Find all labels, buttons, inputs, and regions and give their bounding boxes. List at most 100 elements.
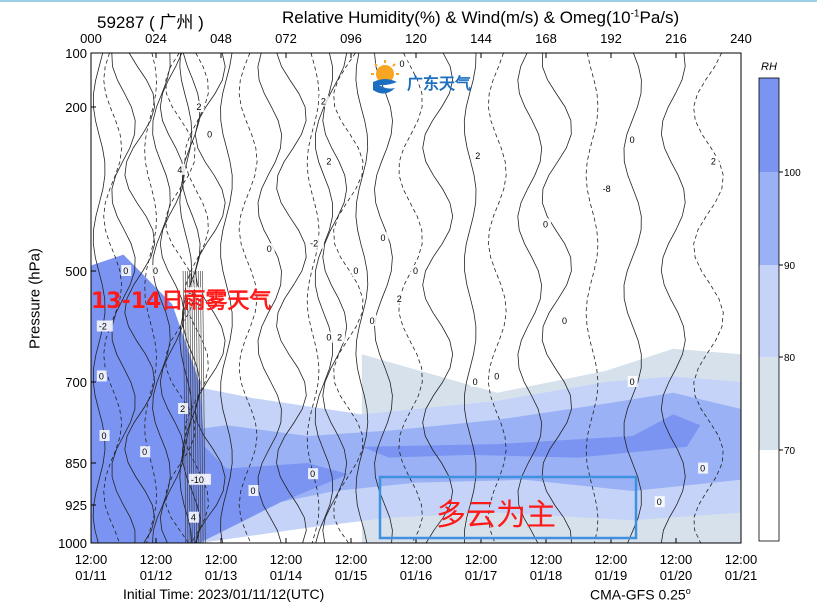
omega-contour-line bbox=[124, 53, 156, 543]
contour-label-text: 2 bbox=[326, 157, 331, 167]
x-bottom-date-label: 01/14 bbox=[270, 568, 303, 583]
contour-label-text: 4 bbox=[191, 513, 196, 523]
omega-contour-line bbox=[103, 53, 123, 543]
omega-contour-line bbox=[355, 53, 369, 543]
model-name: CMA-GFS 0.25 bbox=[590, 586, 686, 603]
contour-value-label: 0 bbox=[541, 218, 551, 230]
contour-label-bg bbox=[473, 150, 484, 162]
omega-contour-line bbox=[333, 53, 364, 543]
contour-label-bg bbox=[378, 232, 389, 244]
y-tick-label: 925 bbox=[65, 498, 87, 513]
omega-contour-line bbox=[92, 53, 106, 543]
x-bottom-time-label: 12:00 bbox=[400, 552, 433, 567]
omega-contour-line bbox=[189, 270, 193, 543]
colorbar-segment bbox=[759, 357, 779, 450]
contour-label-bg bbox=[121, 265, 132, 276]
omega-contour-line bbox=[374, 53, 393, 543]
contour-label-text: 2 bbox=[337, 333, 342, 343]
contour-label-bg bbox=[188, 511, 199, 523]
x-top-tick-label: 024 bbox=[145, 31, 167, 46]
contour-value-label: 0 bbox=[264, 243, 275, 255]
contour-label-bg bbox=[627, 376, 638, 387]
contour-label-bg bbox=[335, 331, 346, 343]
omega-contour-line bbox=[517, 53, 543, 543]
contour-label-text: 0 bbox=[370, 316, 375, 326]
contour-value-label: 0 bbox=[96, 370, 107, 382]
contour-value-label: 0 bbox=[627, 133, 638, 145]
initial-time-label: Initial Time: 2023/01/11/12(UTC) bbox=[123, 586, 325, 602]
x-bottom-date-label: 01/17 bbox=[465, 568, 498, 583]
x-top-tick-label: 048 bbox=[210, 31, 232, 46]
contour-label-bg bbox=[627, 133, 638, 145]
omega-contour-line bbox=[111, 53, 136, 543]
x-top-tick-label: 240 bbox=[730, 31, 752, 46]
contour-value-label: -10 bbox=[188, 473, 211, 485]
contour-label-text: 0 bbox=[207, 129, 212, 139]
omega-contour-line bbox=[693, 53, 724, 543]
contour-value-label: -8 bbox=[600, 183, 617, 194]
contour-label-bg bbox=[308, 237, 325, 249]
contour-label-bg bbox=[175, 163, 186, 175]
contour-value-label: 0 bbox=[121, 265, 132, 276]
y-tick-label: 700 bbox=[65, 375, 87, 390]
contour-label-text: -10 bbox=[191, 475, 204, 485]
contour-label-bg bbox=[178, 403, 189, 414]
contour-label-text: 0 bbox=[562, 316, 567, 326]
contour-label-bg bbox=[367, 314, 378, 326]
sun-logo-icon bbox=[371, 60, 399, 94]
chart-title-end: Pa/s) bbox=[639, 8, 680, 27]
y-tick-label: 500 bbox=[65, 264, 87, 279]
contour-label-text: 0 bbox=[310, 469, 315, 479]
contour-label-text: 2 bbox=[711, 157, 716, 167]
colorbar-border bbox=[758, 77, 780, 542]
cloud-highlight-box bbox=[378, 475, 638, 540]
contour-value-label: 0 bbox=[367, 314, 378, 326]
y-axis-label: Pressure (hPa) bbox=[26, 248, 44, 349]
contour-label-text: 0 bbox=[630, 135, 635, 145]
contour-label-text: 0 bbox=[353, 266, 358, 276]
omega-contour-line bbox=[202, 270, 206, 543]
contour-label-bg bbox=[411, 265, 421, 276]
contour-value-label: 0 bbox=[99, 430, 110, 441]
contour-label-text: 2 bbox=[196, 102, 201, 112]
contour-value-label: 0 bbox=[654, 496, 665, 508]
contour-label-bg bbox=[96, 370, 107, 382]
contour-label-text: -2 bbox=[310, 239, 318, 249]
contour-value-label: -2 bbox=[308, 237, 325, 249]
station-title: 59287 ( 广州 ) bbox=[97, 13, 204, 32]
x-bottom-date-label: 01/12 bbox=[140, 568, 173, 583]
x-bottom-time-label: 12:00 bbox=[335, 552, 368, 567]
contour-label-text: 0 bbox=[123, 266, 128, 276]
x-top-axis: 000 024 048 072 096 120 144 168 192 216 240 bbox=[80, 31, 752, 58]
contour-label-text: 0 bbox=[413, 266, 418, 276]
contour-value-label: 0 bbox=[411, 265, 421, 276]
x-bottom-date-label: 01/21 bbox=[725, 568, 758, 583]
colorbar-segment bbox=[759, 78, 779, 172]
x-bottom-date-label: 01/19 bbox=[595, 568, 628, 583]
x-bottom-date-label: 01/11 bbox=[75, 568, 107, 583]
x-top-tick-label: 168 bbox=[535, 31, 557, 46]
y-tick-label: 850 bbox=[65, 456, 87, 471]
omega-contour-line bbox=[463, 53, 477, 543]
contour-value-label: 0 bbox=[351, 265, 362, 276]
omega-contour-line bbox=[195, 270, 200, 543]
contour-label-text: 0 bbox=[153, 266, 158, 276]
omega-contour-line bbox=[184, 53, 209, 543]
x-bottom-date-label: 01/15 bbox=[335, 568, 368, 583]
contour-value-label: 0 bbox=[698, 462, 709, 474]
omega-contour-line bbox=[623, 53, 642, 543]
omega-contour-line bbox=[541, 53, 572, 543]
contour-label-text: -4 bbox=[188, 288, 196, 298]
contour-value-label: 4 bbox=[175, 163, 186, 175]
colorbar-tick-label: 100 bbox=[784, 168, 801, 179]
omega-contour-line bbox=[422, 53, 454, 543]
contour-value-label: 0 bbox=[248, 485, 259, 496]
chart-title-main: Relative Humidity(%) & Wind(m/s) & Omeg(… bbox=[282, 8, 631, 27]
guangdong-weather-logo: 广东天气 bbox=[365, 58, 495, 98]
contour-label-text: 4 bbox=[177, 165, 182, 175]
contour-label-bg bbox=[541, 218, 551, 230]
omega-contour-line bbox=[191, 270, 195, 543]
x-bottom-axis: 12:0001/1112:0001/1212:0001/1312:0001/14… bbox=[75, 538, 758, 583]
